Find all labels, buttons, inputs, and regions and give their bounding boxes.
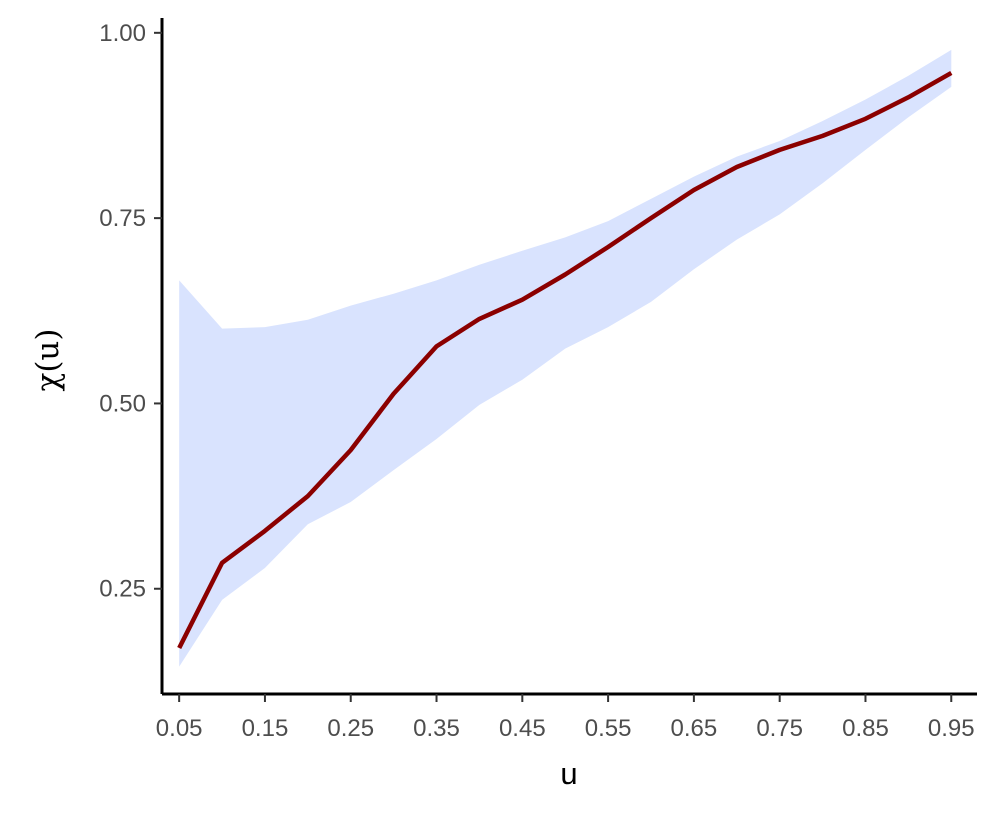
- x-tick-label: 0.95: [928, 715, 975, 742]
- x-tick-label: 0.75: [756, 715, 803, 742]
- series-line: [177, 70, 953, 650]
- y-tick-label: 1.00: [99, 20, 146, 47]
- x-tick-label: 0.55: [585, 715, 632, 742]
- y-tick-label: 0.25: [99, 576, 146, 603]
- x-tick-label: 0.35: [413, 715, 460, 742]
- x-tick-label: 0.65: [671, 715, 718, 742]
- y-tick-label: 0.75: [99, 205, 146, 232]
- confidence-band: [179, 49, 952, 667]
- y-axis-title: χ(u): [30, 329, 66, 392]
- x-axis-title: u: [560, 756, 577, 791]
- axes: [160, 18, 977, 696]
- confidence-band-layer: [179, 49, 952, 667]
- series-line-layer: [177, 70, 953, 650]
- x-tick-label: 0.25: [327, 715, 374, 742]
- y-tick-label: 0.50: [99, 390, 146, 417]
- tick-labels: 0.05 0.15 0.25 0.35 0.45 0.55 0.65 0.75 0.85 0.95…: [99, 20, 974, 742]
- x-tick-label: 0.05: [156, 715, 203, 742]
- x-tick-label: 0.45: [499, 715, 546, 742]
- x-tick-label: 0.85: [842, 715, 889, 742]
- x-tick-label: 0.15: [242, 715, 289, 742]
